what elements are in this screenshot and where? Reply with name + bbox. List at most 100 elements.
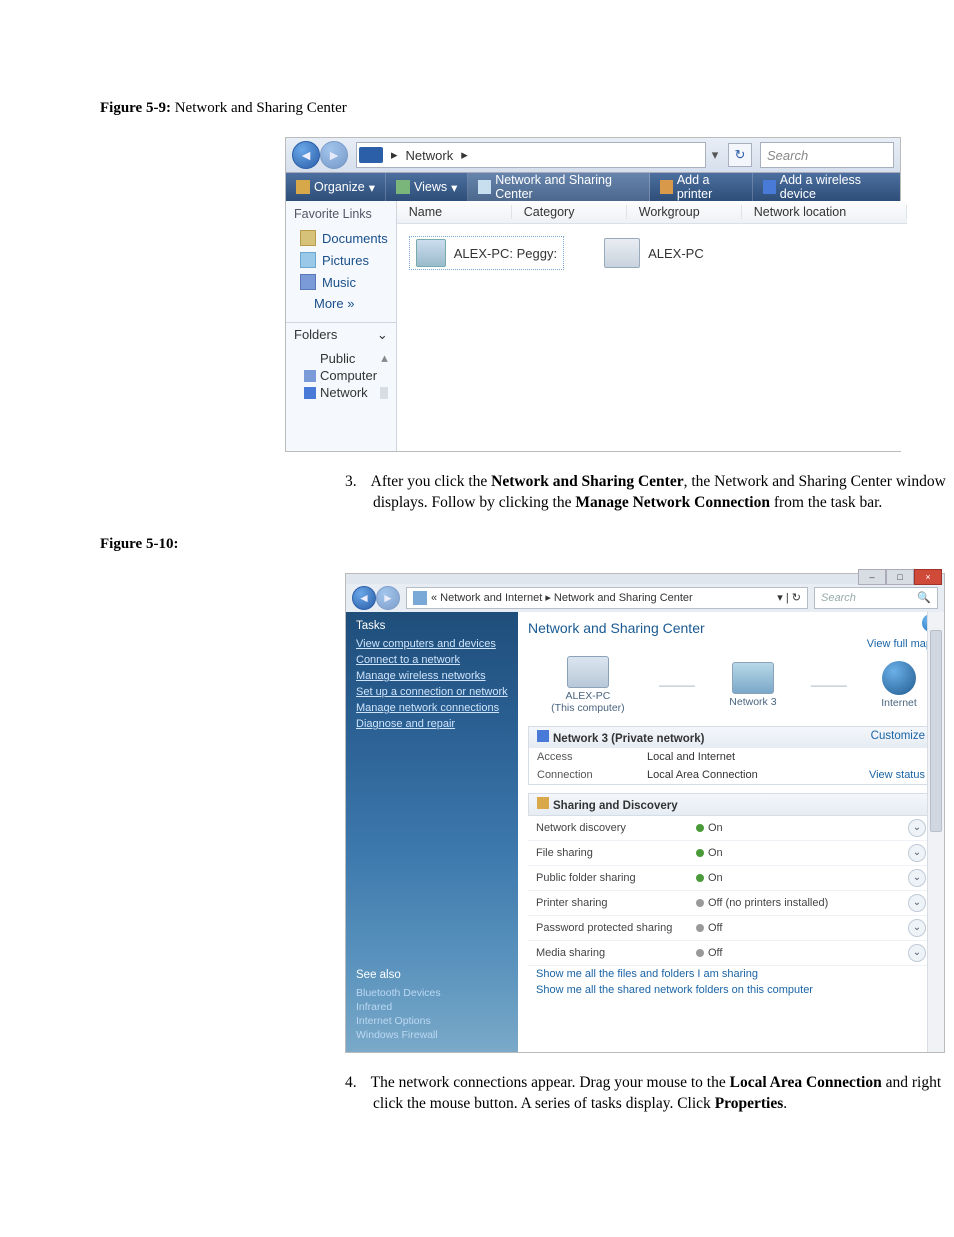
expand-button[interactable]: ⌄: [908, 844, 926, 862]
expand-button[interactable]: ⌄: [908, 944, 926, 962]
views-icon: [396, 180, 410, 194]
folder-icon: [300, 274, 316, 290]
see-also-internet-options[interactable]: Internet Options: [356, 1014, 441, 1028]
views-menu[interactable]: Views ▾: [386, 173, 468, 201]
forward-button[interactable]: ►: [376, 586, 400, 610]
folder-public[interactable]: Public▴: [304, 349, 388, 367]
folder-computer[interactable]: Computer: [304, 367, 388, 384]
task-diagnose-repair[interactable]: Diagnose and repair: [356, 716, 518, 732]
task-manage-wireless[interactable]: Manage wireless networks: [356, 668, 518, 684]
favorite-links-header: Favorite Links: [286, 201, 396, 227]
close-button[interactable]: ×: [914, 569, 942, 585]
sharing-discovery-section: Sharing and Discovery Network discovery …: [528, 793, 934, 998]
chevron-down-icon: ⌄: [377, 327, 388, 343]
network-icon: [359, 147, 383, 163]
add-printer-button[interactable]: Add a printer: [650, 173, 753, 201]
status-off-icon: [696, 899, 704, 907]
row-media-sharing: Media sharing Off ⌄: [528, 941, 934, 966]
breadcrumb[interactable]: ▸ Network ▸: [356, 142, 706, 168]
forward-button[interactable]: ►: [320, 141, 348, 169]
row-network-discovery: Network discovery On ⌄: [528, 816, 934, 841]
col-name[interactable]: Name: [397, 205, 512, 219]
breadcrumb-sep: ▸: [387, 147, 402, 163]
network-item-pc[interactable]: ALEX-PC: [604, 238, 704, 268]
minimize-button[interactable]: –: [858, 569, 886, 585]
task-setup-connection[interactable]: Set up a connection or network: [356, 684, 518, 700]
figure-label: Figure 5-10:: [100, 536, 178, 552]
show-files-link[interactable]: Show me all the files and folders I am s…: [528, 966, 934, 982]
row-file-sharing: File sharing On ⌄: [528, 841, 934, 866]
maximize-button[interactable]: □: [886, 569, 914, 585]
status-on-icon: [696, 874, 704, 882]
status-off-icon: [696, 924, 704, 932]
expand-button[interactable]: ⌄: [908, 869, 926, 887]
search-icon: 🔍: [917, 591, 931, 604]
show-folders-link[interactable]: Show me all the shared network folders o…: [528, 982, 934, 998]
back-button[interactable]: ◄: [292, 141, 320, 169]
folder-tree: Public▴ Computer Network: [286, 347, 396, 401]
favorite-documents[interactable]: Documents: [286, 227, 396, 249]
breadcrumb-dropdown[interactable]: ▾: [706, 147, 724, 163]
refresh-button[interactable]: ↻: [728, 143, 752, 167]
favorite-more[interactable]: More »: [286, 293, 396, 314]
organize-menu[interactable]: Organize ▾: [286, 173, 386, 201]
titlebar: ◄ ► ▸ Network ▸ ▾ ↻ Search: [286, 138, 900, 173]
wireless-icon: [763, 180, 776, 194]
media-device-icon: [416, 239, 446, 267]
address-bar-row: ◄ ► « Network and Internet ▸ Network and…: [346, 584, 944, 612]
scroll-thumb[interactable]: [380, 387, 388, 399]
see-also-bluetooth[interactable]: Bluetooth Devices: [356, 986, 441, 1000]
breadcrumb[interactable]: « Network and Internet ▸ Network and Sha…: [406, 587, 808, 609]
favorite-music[interactable]: Music: [286, 271, 396, 293]
tasks-header: Tasks: [356, 620, 518, 632]
computer-icon: [604, 238, 640, 268]
figure-5-10-caption: Figure 5-10:: [100, 536, 854, 553]
search-input[interactable]: Search: [760, 142, 894, 168]
view-status-link[interactable]: View status: [869, 769, 925, 781]
scroll-up-icon[interactable]: ▴: [381, 350, 388, 366]
vertical-scrollbar[interactable]: [927, 612, 944, 1052]
tasks-pane: Tasks View computers and devices Connect…: [346, 612, 518, 1052]
customize-link[interactable]: Customize: [871, 730, 925, 745]
window-controls: – □ ×: [346, 574, 944, 584]
figure-5-9-caption: Figure 5-9: Network and Sharing Center: [100, 100, 854, 117]
row-password-sharing: Password protected sharing Off ⌄: [528, 916, 934, 941]
task-view-computers[interactable]: View computers and devices: [356, 636, 518, 652]
scrollbar-thumb[interactable]: [930, 630, 942, 832]
connection-value: Local Area Connection: [647, 769, 869, 781]
page-title: Network and Sharing Center: [528, 620, 940, 636]
network-section: Network 3 (Private network) Customize Ac…: [528, 726, 934, 785]
col-workgroup[interactable]: Workgroup: [627, 205, 742, 219]
status-on-icon: [696, 824, 704, 832]
view-full-map-link[interactable]: View full map: [528, 638, 932, 650]
figure-title: Network and Sharing Center: [175, 100, 347, 116]
computer-icon: [567, 656, 609, 688]
status-off-icon: [696, 949, 704, 957]
add-wireless-device-button[interactable]: Add a wireless device: [753, 173, 900, 201]
printer-icon: [660, 180, 673, 194]
see-also-header: See also: [356, 968, 441, 982]
see-also-infrared[interactable]: Infrared: [356, 1000, 441, 1014]
sharing-icon: [537, 797, 549, 809]
task-manage-connections[interactable]: Manage network connections: [356, 700, 518, 716]
back-button[interactable]: ◄: [352, 586, 376, 610]
col-category[interactable]: Category: [512, 205, 627, 219]
expand-button[interactable]: ⌄: [908, 819, 926, 837]
network-item-media[interactable]: ALEX-PC: Peggy:: [409, 236, 564, 270]
step-4-text: 4.The network connections appear. Drag y…: [345, 1073, 954, 1115]
task-connect-network[interactable]: Connect to a network: [356, 652, 518, 668]
network-sharing-center-button[interactable]: Network and Sharing Center: [468, 173, 650, 201]
globe-icon: [882, 661, 916, 695]
folder-network[interactable]: Network: [304, 384, 388, 401]
map-internet: Internet: [881, 661, 917, 709]
step-3-text: 3.After you click the Network and Sharin…: [345, 472, 954, 514]
favorite-pictures[interactable]: Pictures: [286, 249, 396, 271]
folders-header[interactable]: Folders ⌄: [286, 322, 396, 347]
column-headers: Name Category Workgroup Network location: [397, 201, 907, 224]
folder-icon: [300, 252, 316, 268]
search-input[interactable]: Search 🔍: [814, 587, 938, 609]
expand-button[interactable]: ⌄: [908, 894, 926, 912]
see-also-firewall[interactable]: Windows Firewall: [356, 1028, 441, 1042]
expand-button[interactable]: ⌄: [908, 919, 926, 937]
col-netloc[interactable]: Network location: [742, 205, 907, 219]
